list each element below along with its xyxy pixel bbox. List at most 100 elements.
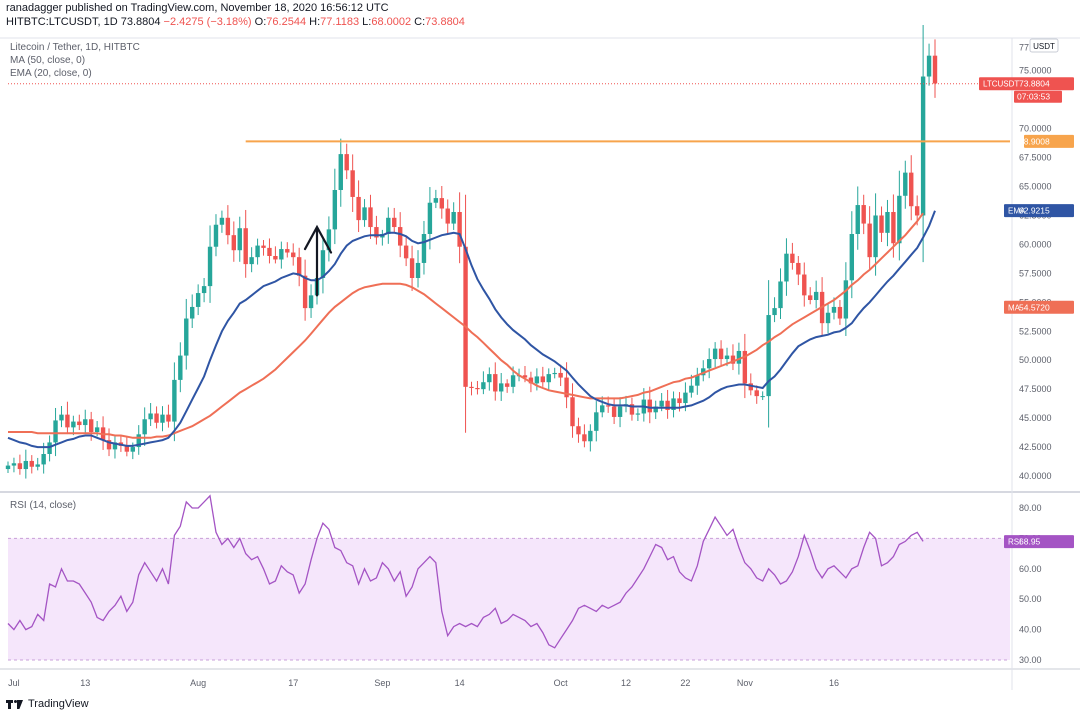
candle-body bbox=[195, 293, 201, 307]
candle-body bbox=[718, 348, 724, 360]
time-axis: Jul 13 Aug 17 Sep 14 Oct 12 22 Nov 16 bbox=[8, 678, 839, 688]
candle-body bbox=[237, 228, 242, 251]
candle-body bbox=[659, 400, 664, 407]
candle-body bbox=[528, 377, 534, 384]
candle-body bbox=[124, 445, 130, 452]
candle-body bbox=[861, 205, 866, 224]
candle-body bbox=[487, 374, 492, 383]
close-value: 73.8804 bbox=[425, 16, 465, 28]
candle-body bbox=[279, 249, 284, 260]
candle-body bbox=[546, 374, 551, 383]
candle-body bbox=[178, 355, 183, 380]
candle-body bbox=[17, 463, 23, 470]
rsi-band bbox=[8, 538, 1010, 660]
candle-body bbox=[427, 202, 433, 234]
candle-body bbox=[231, 235, 237, 251]
price-tick-label: 57.5000 bbox=[1019, 268, 1052, 278]
candle-body bbox=[112, 442, 118, 450]
candle-body bbox=[219, 217, 225, 225]
candle-body bbox=[897, 195, 902, 244]
time-tick-label: Oct bbox=[554, 678, 569, 688]
footer: TradingView bbox=[6, 698, 89, 710]
candle-body bbox=[534, 376, 540, 384]
candle-body bbox=[914, 206, 920, 216]
candle-body bbox=[611, 406, 617, 417]
candle-body bbox=[712, 348, 718, 360]
candle-body bbox=[184, 318, 189, 356]
ma-tag-bg bbox=[1004, 300, 1074, 314]
candle-body bbox=[356, 196, 361, 221]
candle-body bbox=[510, 375, 516, 387]
candle-body bbox=[724, 355, 730, 360]
ema-tag-bg bbox=[1004, 204, 1074, 218]
candle-body bbox=[558, 372, 563, 378]
ema-tag-value: 62.9215 bbox=[1019, 206, 1050, 216]
ema-legend: EMA (20, close, 0) bbox=[10, 68, 92, 79]
candle-body bbox=[706, 359, 712, 369]
ema20-line bbox=[7, 210, 936, 449]
ma-tag: MA 54.5720 bbox=[1004, 300, 1074, 314]
candle-body bbox=[742, 350, 748, 384]
candle-body bbox=[588, 430, 593, 442]
last-price-tag-bg bbox=[979, 77, 1074, 91]
last-price-tag-value: 73.8804 bbox=[1019, 79, 1050, 89]
price-axis: 77.000075.000072.500070.000067.500065.00… bbox=[1019, 43, 1052, 481]
time-tick-label: Jul bbox=[8, 678, 20, 688]
candle-body bbox=[843, 280, 849, 319]
candle-body bbox=[469, 386, 474, 388]
candle-body bbox=[273, 256, 278, 260]
candle-body bbox=[683, 392, 688, 404]
candle-body bbox=[142, 419, 147, 435]
countdown-value: 07:03:53 bbox=[1017, 92, 1050, 102]
ma-tag-name: MA bbox=[1008, 303, 1021, 312]
ma50-line bbox=[8, 212, 924, 439]
candle-body bbox=[867, 223, 872, 258]
ohlc-header: HITBTC:LTCUSDT, 1D 73.8804 −2.4275 (−3.1… bbox=[6, 16, 465, 28]
price-tick-label: 60.0000 bbox=[1019, 239, 1052, 249]
candle-body bbox=[23, 460, 29, 470]
candle-body bbox=[320, 250, 326, 278]
resistance-tag-value: 68.9008 bbox=[1019, 136, 1050, 146]
candle-body bbox=[255, 245, 260, 258]
candle-body bbox=[481, 382, 486, 390]
candle-body bbox=[855, 205, 860, 234]
rsi-tick-label: 60.00 bbox=[1019, 564, 1042, 574]
candle-body bbox=[909, 172, 914, 207]
candle-body bbox=[522, 375, 528, 378]
high-label: H: bbox=[309, 16, 321, 28]
time-tick-label: 12 bbox=[621, 678, 631, 688]
candle-body bbox=[564, 377, 569, 398]
candle-body bbox=[784, 253, 789, 282]
candle-body bbox=[213, 224, 219, 247]
candle-body bbox=[41, 454, 46, 465]
candle-body bbox=[813, 291, 819, 300]
candle-body bbox=[629, 404, 635, 415]
candle-body bbox=[790, 253, 795, 263]
rsi-tag-name: RSI bbox=[1008, 538, 1021, 547]
countdown-bg bbox=[1014, 90, 1062, 103]
candle-body bbox=[605, 405, 611, 407]
candle-body bbox=[308, 295, 314, 309]
rsi-tick-label: 80.00 bbox=[1019, 503, 1042, 513]
candle-body bbox=[617, 406, 623, 417]
candle-body bbox=[94, 427, 100, 432]
candle-body bbox=[475, 388, 480, 390]
publisher-header: ranadagger published on TradingView.com,… bbox=[6, 2, 389, 14]
chart-title: Litecoin / Tether, 1D, HITBTC bbox=[10, 42, 140, 53]
candle-body bbox=[421, 234, 427, 263]
candle-body bbox=[392, 217, 397, 228]
resistance-tag: 68.9008 bbox=[1019, 134, 1074, 148]
candle-body bbox=[671, 398, 676, 410]
candle-body bbox=[665, 400, 670, 410]
candle-body bbox=[600, 405, 605, 413]
candle-body bbox=[766, 315, 771, 397]
candle-body bbox=[47, 442, 52, 454]
candle-body bbox=[754, 390, 759, 397]
last-price: 73.8804 bbox=[120, 16, 161, 28]
candle-body bbox=[582, 434, 587, 442]
candle-body bbox=[873, 215, 878, 258]
last-price-tag-name: LTCUSDT bbox=[983, 80, 1019, 89]
